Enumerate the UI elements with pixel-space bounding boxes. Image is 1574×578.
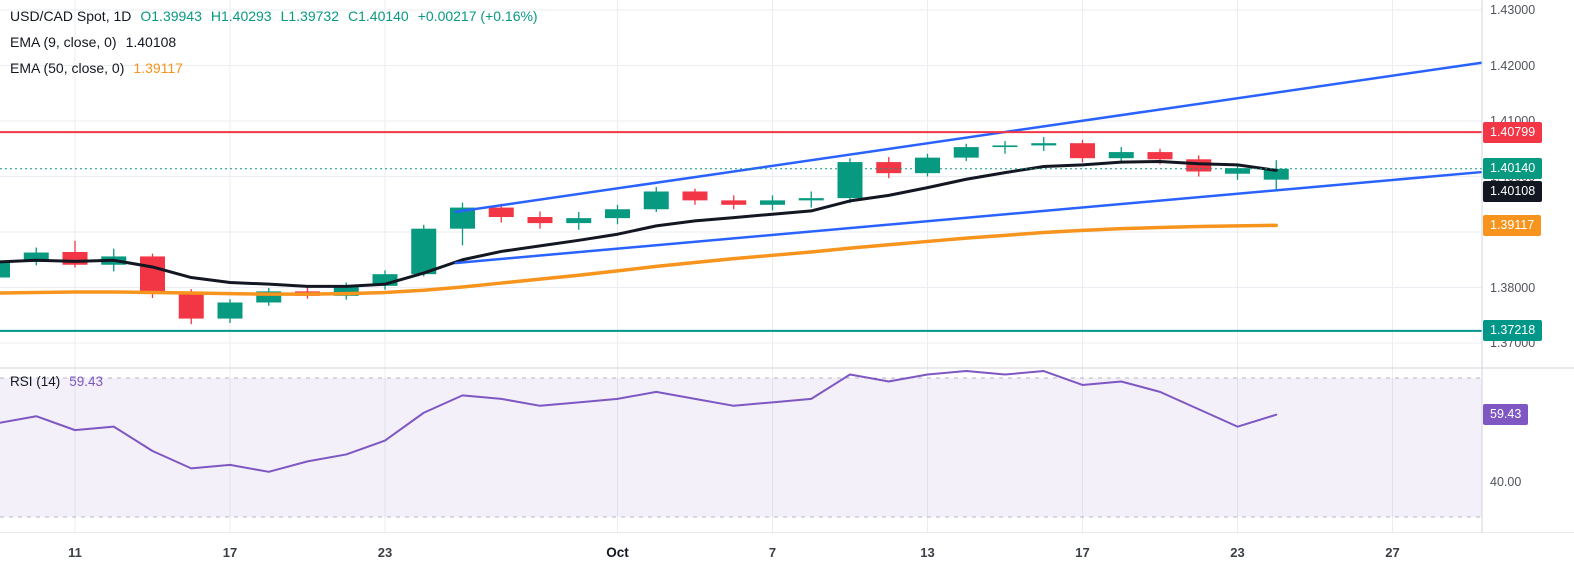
ohlc-open: O1.39943	[140, 8, 202, 24]
ema9-line[interactable]	[0, 160, 1278, 288]
ohlc-high: H1.40293	[210, 8, 272, 24]
candle-body	[217, 302, 243, 319]
ema9-label: EMA (9, close, 0)	[10, 34, 117, 50]
candle-body	[721, 200, 747, 205]
candle-body	[992, 145, 1018, 148]
candle-body	[527, 217, 553, 224]
ema9-legend[interactable]: EMA (9, close, 0) 1.40108	[10, 34, 176, 50]
candle-body	[682, 191, 708, 201]
candle-body	[798, 198, 824, 201]
candle-body	[1147, 152, 1173, 160]
rsi-label: RSI (14)	[10, 374, 61, 389]
candle-body	[0, 261, 10, 278]
rsi-band	[0, 378, 1482, 517]
ema50-legend[interactable]: EMA (50, close, 0) 1.39117	[10, 60, 183, 76]
candle-body	[566, 218, 592, 224]
ohlc-low: L1.39732	[280, 8, 339, 24]
ohlc-close: C1.40140	[348, 8, 409, 24]
candle-body	[837, 162, 863, 199]
candle-body	[411, 228, 437, 275]
channel-lower-line[interactable]	[454, 170, 1482, 265]
time-axis[interactable]: 11 17 23 Oct 7 13 17 23 27	[0, 533, 1574, 578]
time-label-17: 17	[1075, 545, 1090, 560]
candle-body	[488, 207, 514, 218]
time-label-17: 17	[222, 545, 238, 560]
rsi-legend[interactable]: RSI (14) 59.43	[10, 374, 103, 389]
time-label-7: 7	[768, 545, 777, 560]
time-label-23: 23	[377, 545, 393, 560]
ema50-value: 1.39117	[133, 60, 183, 76]
rsi-line[interactable]	[0, 370, 1278, 473]
time-label-11: 11	[68, 545, 82, 560]
ema50-label: EMA (50, close, 0)	[10, 60, 125, 76]
time-label-23: 23	[1230, 545, 1245, 560]
ema9-value: 1.40108	[125, 34, 177, 50]
candle-body	[643, 191, 669, 210]
candle-body	[256, 291, 282, 303]
ema50-line[interactable]	[0, 223, 1278, 296]
candle-body	[1225, 168, 1250, 174]
candle-body	[23, 252, 49, 262]
time-label-27: 27	[1385, 545, 1400, 560]
candle-body	[953, 147, 979, 158]
candle-body	[1031, 143, 1057, 146]
candle-body	[333, 285, 359, 296]
time-label-Oct: Oct	[606, 545, 629, 560]
candle-body	[1108, 152, 1134, 159]
symbol-legend[interactable]: USD/CAD Spot, 1D O1.39943 H1.40293 L1.39…	[10, 8, 538, 24]
candle-body	[605, 209, 630, 219]
candle-body	[876, 162, 902, 174]
channel-upper-line[interactable]	[454, 61, 1482, 214]
time-label-13: 13	[920, 545, 935, 560]
candle-body	[178, 293, 204, 319]
candle-body	[760, 200, 785, 205]
rsi-value: 59.43	[69, 374, 104, 389]
candle-body	[1070, 143, 1095, 159]
candle-body	[372, 274, 398, 286]
symbol-title: USD/CAD Spot, 1D	[10, 8, 132, 24]
candle-body	[140, 256, 165, 294]
candle-body	[1263, 168, 1289, 180]
candle-body	[915, 157, 940, 174]
ohlc-change: +0.00217 (+0.16%)	[417, 8, 538, 24]
